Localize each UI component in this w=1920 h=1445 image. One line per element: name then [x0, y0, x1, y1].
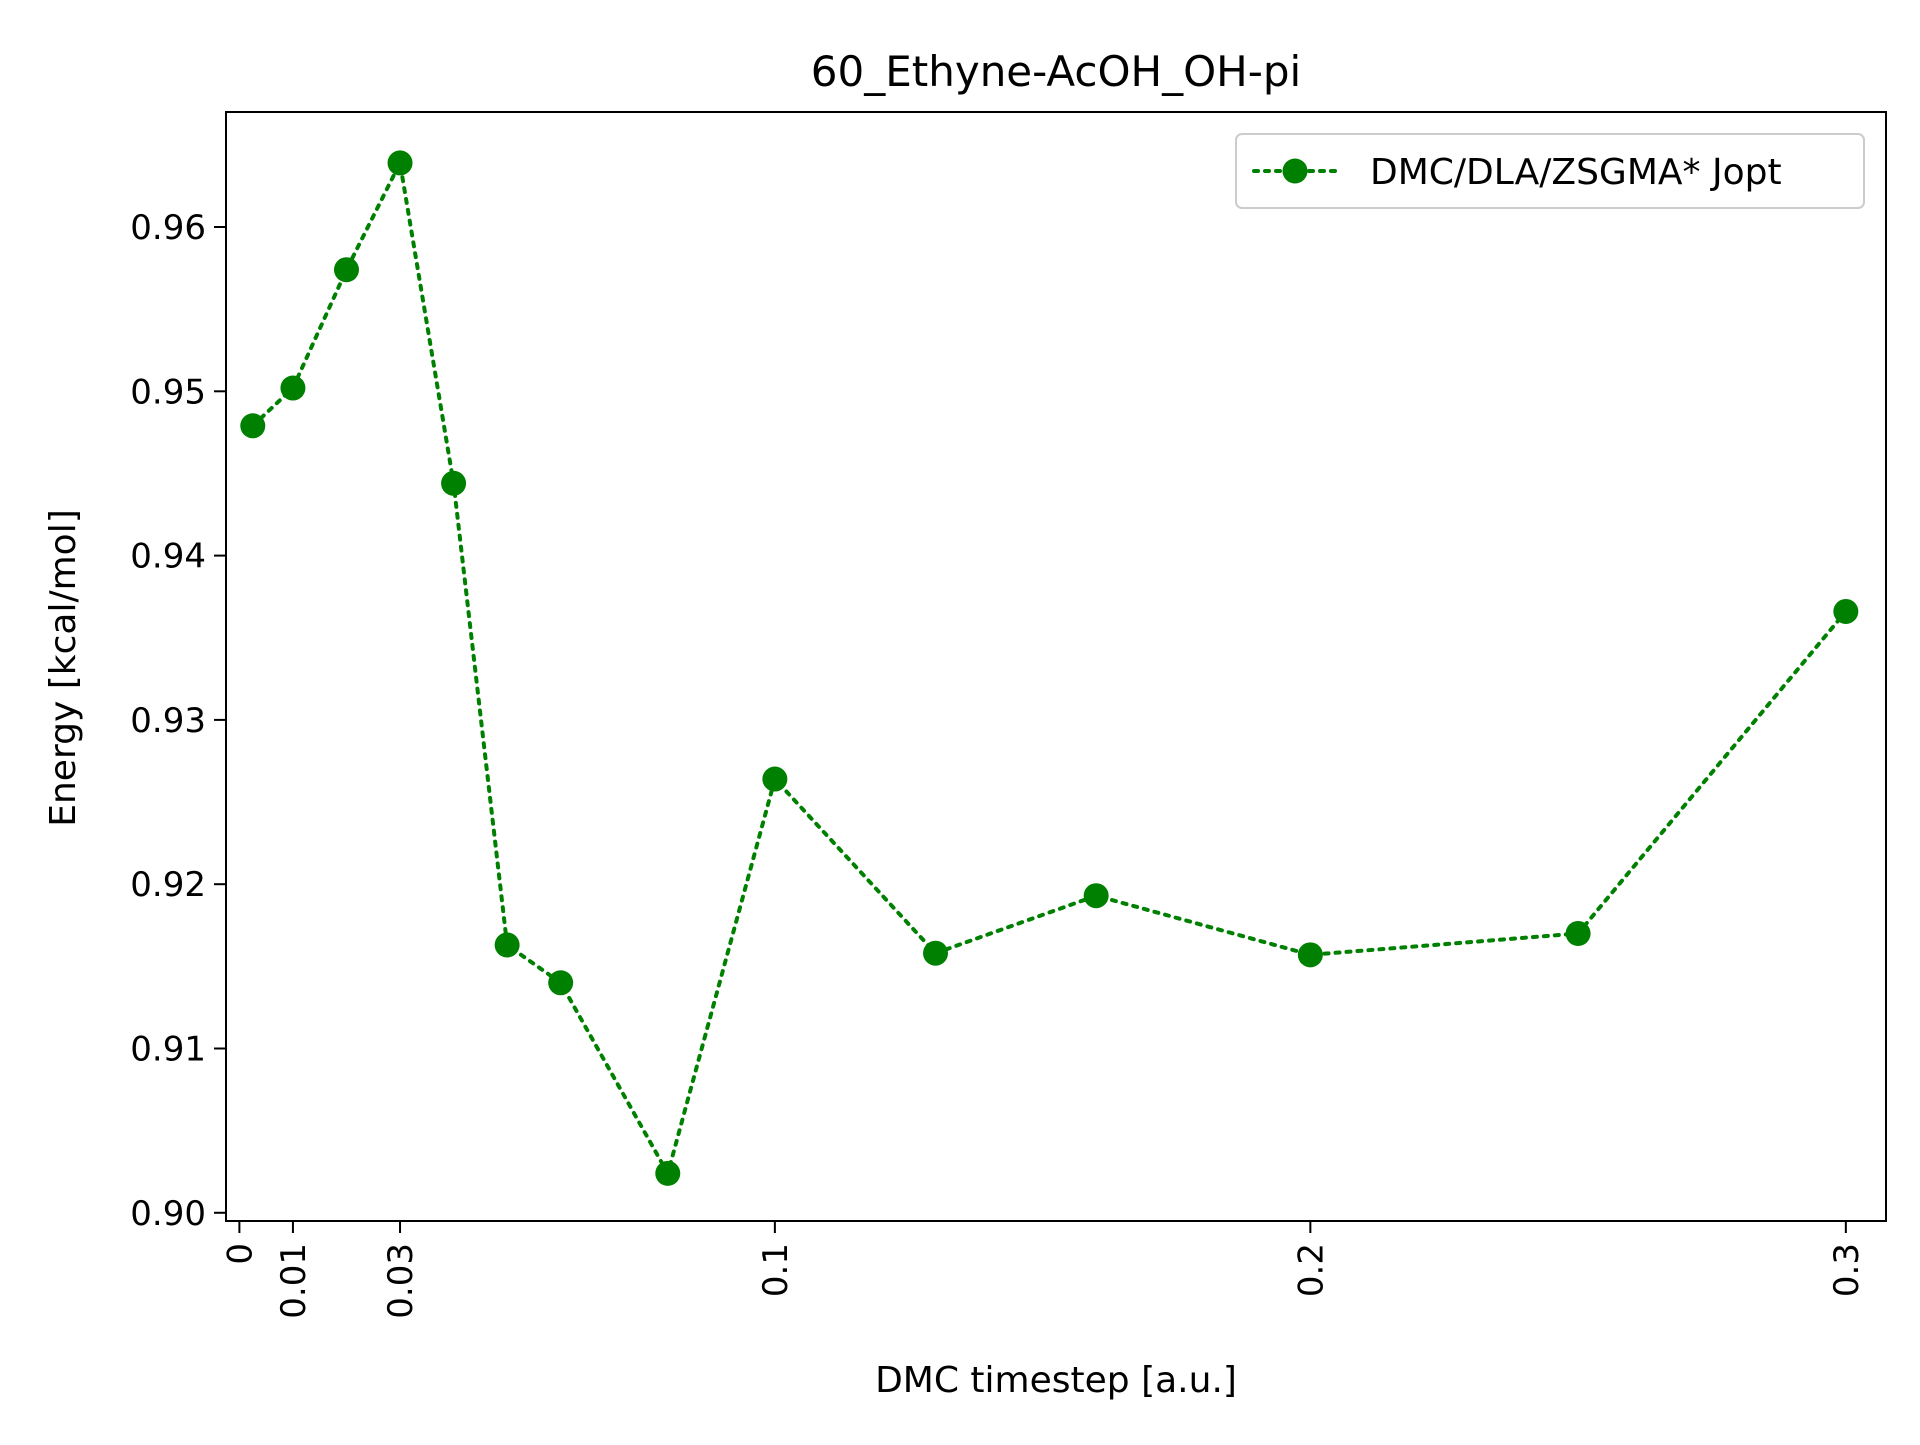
data-point [1083, 883, 1109, 909]
x-tick-label: 0 [220, 1243, 260, 1265]
y-axis-label: Energy [kcal/mol] [43, 509, 84, 827]
data-point [923, 940, 949, 966]
y-tick-label: 0.95 [130, 372, 206, 412]
x-tick-label: 0.01 [274, 1243, 314, 1319]
data-point [762, 766, 788, 792]
x-tick-label: 0.3 [1827, 1243, 1867, 1297]
x-tick-label: 0.03 [381, 1243, 421, 1319]
data-point [655, 1160, 681, 1186]
series-line [250, 156, 1848, 1179]
data-point [1833, 598, 1859, 624]
data-point [441, 470, 467, 496]
plot-frame [225, 111, 1887, 1222]
y-tick-label: 0.96 [130, 208, 206, 248]
y-tick-label: 0.94 [130, 537, 206, 577]
legend: DMC/DLA/ZSGMA* Jopt [1235, 133, 1865, 209]
y-tick-label: 0.92 [130, 865, 206, 905]
data-point [280, 375, 306, 401]
data-point [1297, 942, 1323, 968]
legend-label: DMC/DLA/ZSGMA* Jopt [1370, 152, 1782, 193]
data-point [387, 150, 413, 176]
x-tick-label: 0.1 [756, 1243, 796, 1297]
data-point [548, 970, 574, 996]
data-point [333, 257, 359, 283]
legend-marker-sample [1282, 158, 1308, 184]
data-point [494, 932, 520, 958]
y-tick-label: 0.91 [130, 1029, 206, 1069]
x-tick-label: 0.2 [1291, 1243, 1331, 1297]
x-axis-label: DMC timestep [a.u.] [875, 1360, 1237, 1401]
data-point [1565, 920, 1591, 946]
data-point [240, 413, 266, 439]
legend-box [1235, 133, 1865, 209]
y-tick-label: 0.90 [130, 1194, 206, 1234]
chart-title: 60_Ethyne-AcOH_OH-pi [811, 47, 1301, 96]
y-tick-label: 0.93 [130, 701, 206, 741]
plot-area: 0.90 0.91 0.92 0.93 0.94 0.95 0.96 0 0.01 0.03 0.1… [130, 111, 1887, 1319]
